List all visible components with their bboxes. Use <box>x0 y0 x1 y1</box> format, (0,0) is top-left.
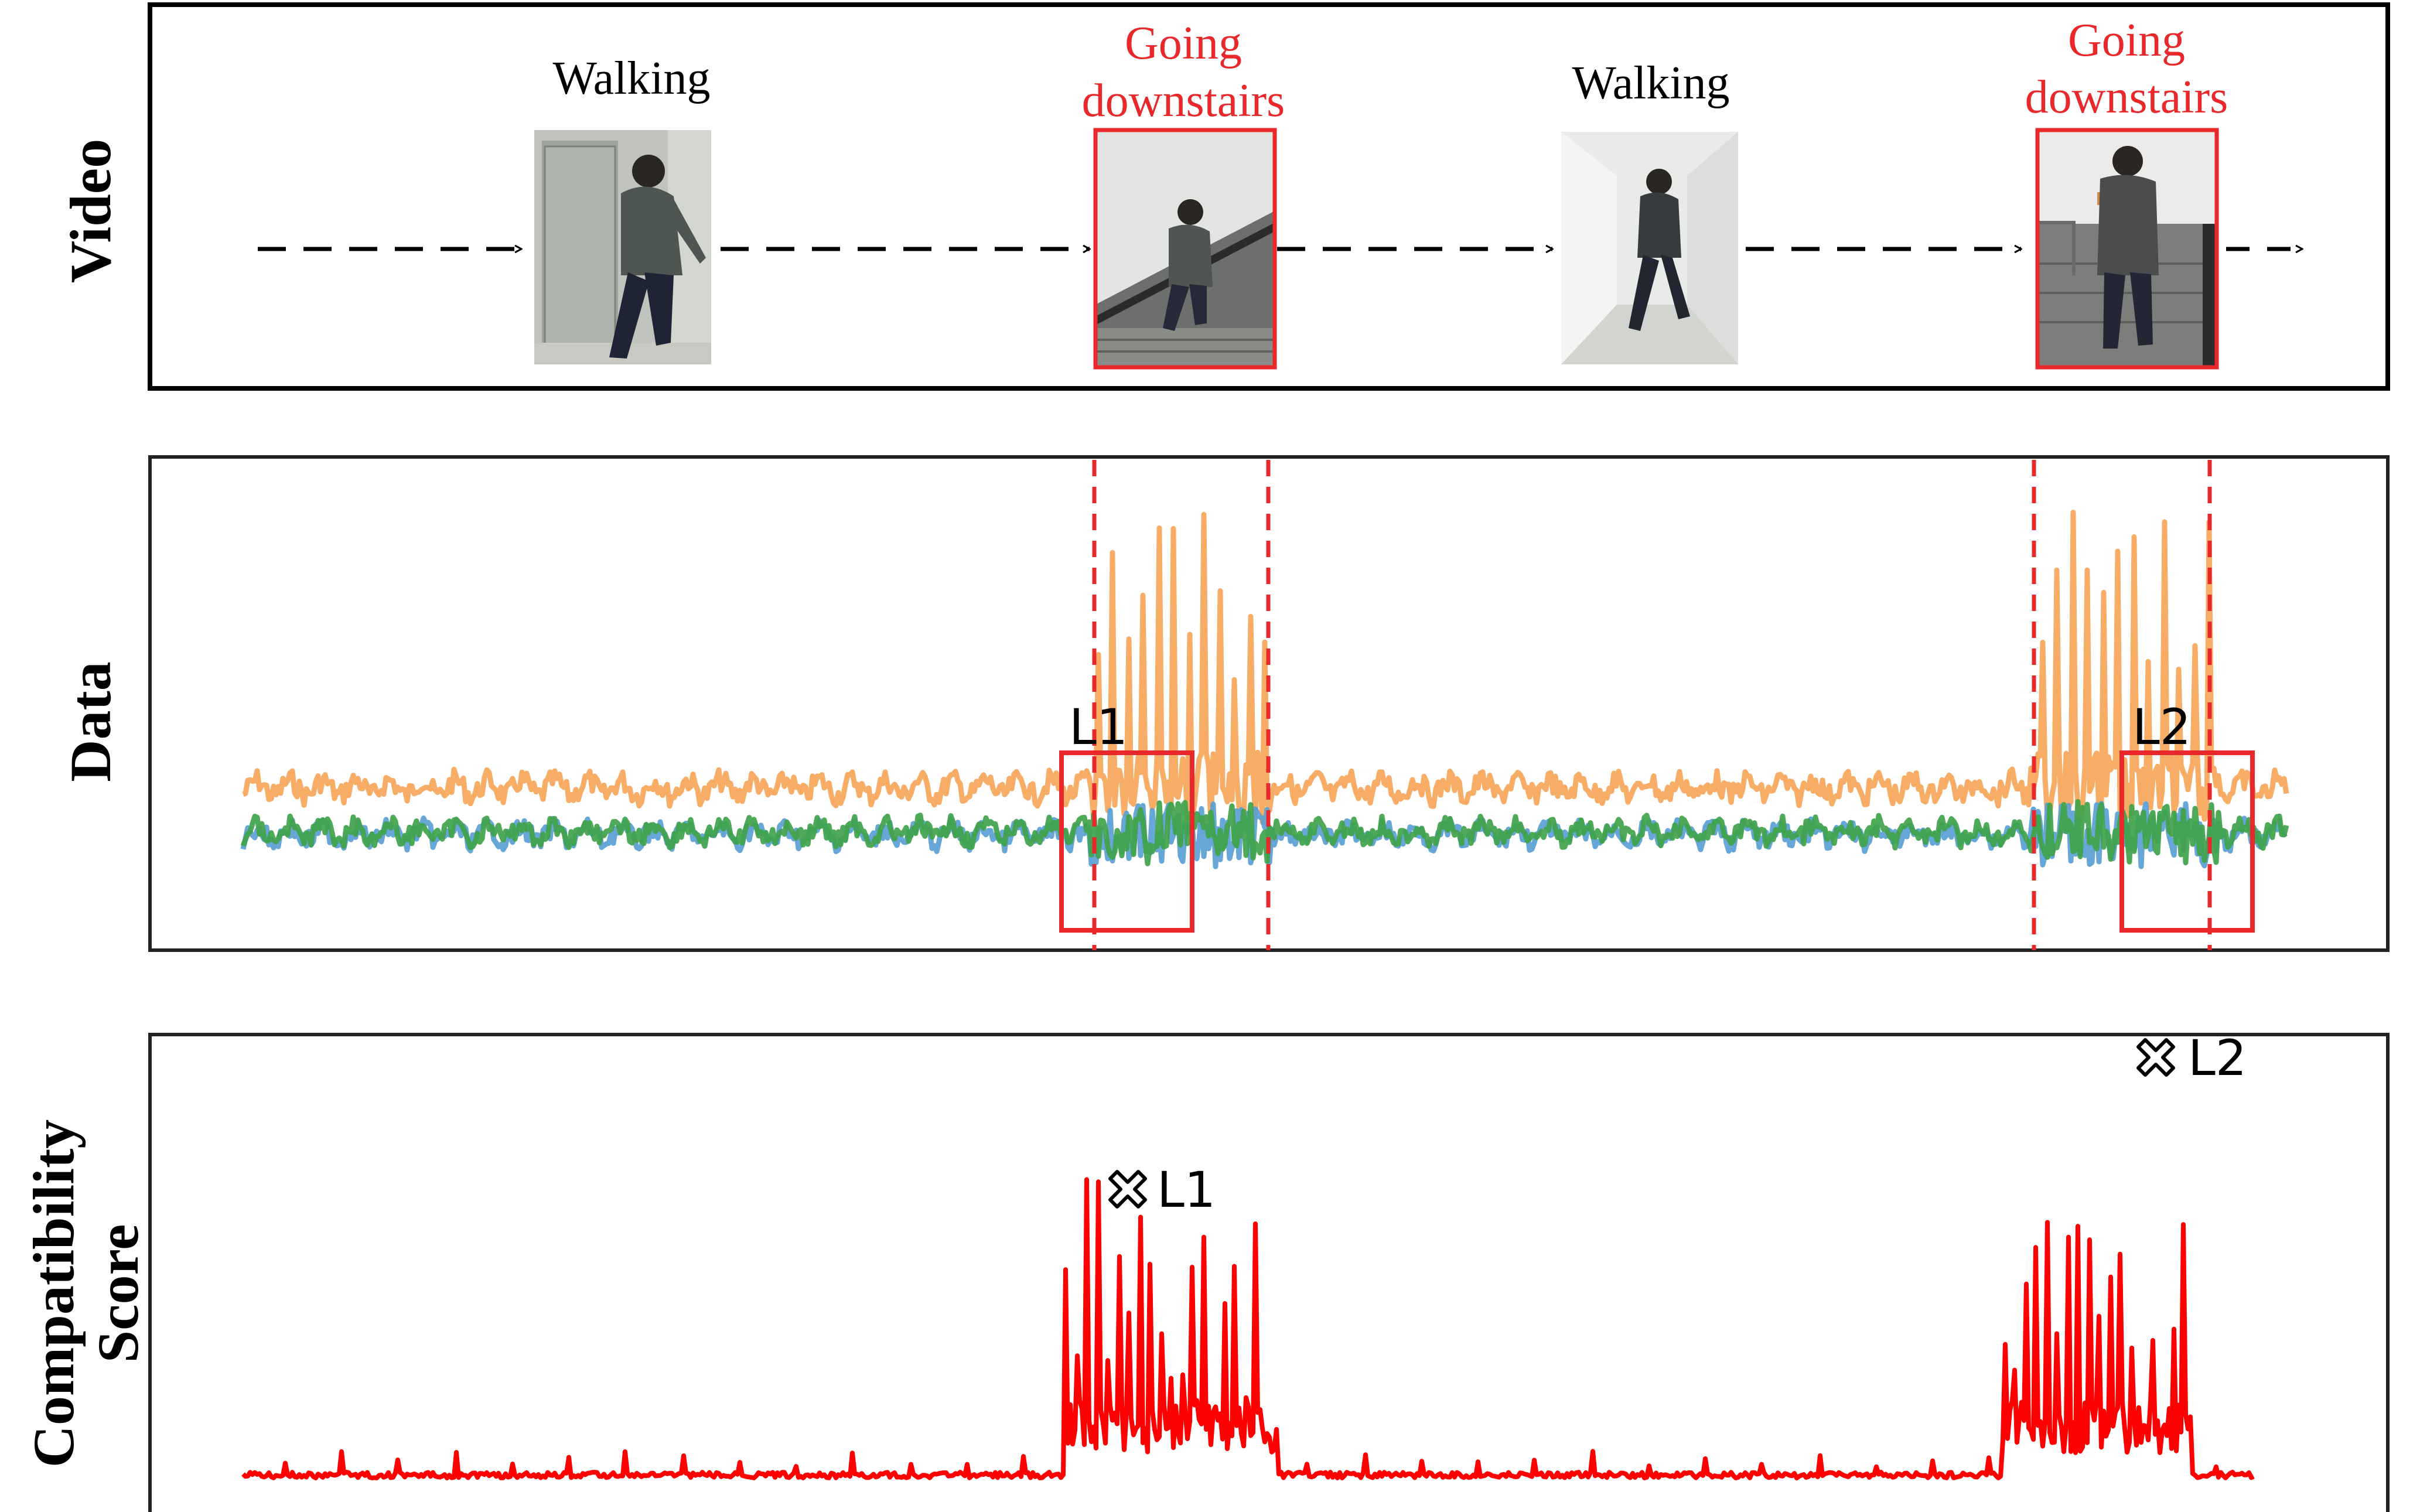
compatibility-score-signal <box>241 1177 2255 1480</box>
l2-window-label: L2 <box>2132 698 2191 756</box>
frame-thumbnail <box>534 130 711 364</box>
score-panel-frame <box>148 1033 2390 1512</box>
frame-highlight-box <box>2035 128 2219 370</box>
frame-caption: Walking <box>552 53 710 104</box>
data-row-label: Data <box>58 661 123 782</box>
l1-window: L1 <box>1059 698 1194 933</box>
frame-caption-line2: downstairs <box>1082 75 1285 127</box>
l2-peak-label: L2 <box>2188 1029 2247 1087</box>
l2-window-box <box>2119 750 2255 933</box>
video-frame-walking-2: Walking <box>1561 57 1738 364</box>
data-panel: Data L1 L2 <box>58 455 2390 952</box>
segment-boundaries <box>1092 460 2212 950</box>
sensor-signals <box>240 510 2289 869</box>
video-row-label: Video <box>58 139 123 283</box>
score-panel: Compatibility Score L1 L2 <box>21 1029 2390 1512</box>
frame-highlight-box <box>1093 128 1277 370</box>
frame-caption-line1: Going <box>1125 18 1242 69</box>
l1-window-label: L1 <box>1069 698 1128 756</box>
l1-window-box <box>1059 750 1194 933</box>
score-row-label-line2: Score <box>86 1224 151 1363</box>
frame-thumbnail <box>2037 130 2217 367</box>
l2-peak-marker: L2 <box>2136 1029 2247 1087</box>
frame-thumbnail <box>1561 132 1738 364</box>
frame-caption-line2: downstairs <box>2025 71 2228 123</box>
video-panel-frame <box>148 2 2390 391</box>
video-panel: Video Walking <box>58 2 2390 391</box>
video-frame-downstairs-1: Going downstairs <box>1082 18 1285 370</box>
frame-thumbnail <box>1095 130 1275 367</box>
l2-window: L2 <box>2119 698 2255 933</box>
l1-peak-label: L1 <box>1157 1161 1216 1219</box>
score-line <box>241 1177 2255 1480</box>
cross-icon <box>1108 1170 1147 1209</box>
score-row-label-line1: Compatibility <box>21 1120 86 1467</box>
video-frame-downstairs-2: Going downstairs <box>2025 15 2228 370</box>
cross-icon <box>2136 1038 2175 1077</box>
video-frame-walking-1: Walking <box>534 53 711 364</box>
accel-signal-green <box>240 799 2289 866</box>
frame-caption-line1: Going <box>2068 15 2185 66</box>
accel-signal-orange <box>242 510 2289 827</box>
l1-peak-marker: L1 <box>1108 1161 1216 1219</box>
frame-caption: Walking <box>1572 57 1729 109</box>
